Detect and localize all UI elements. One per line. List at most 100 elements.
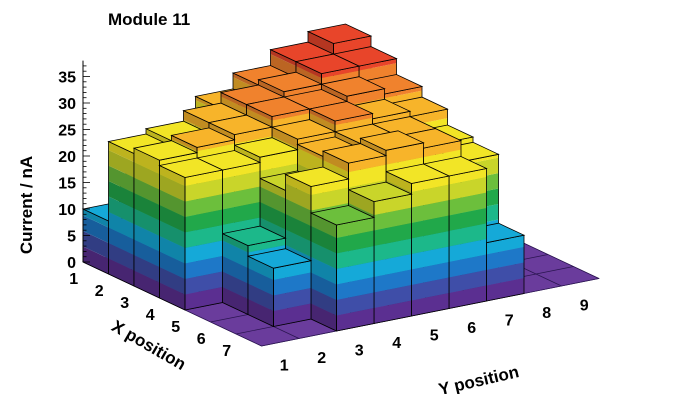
bar-front-band	[273, 288, 311, 311]
bar	[309, 205, 376, 332]
bar-side-band	[134, 208, 160, 236]
bar-front-band	[311, 179, 349, 196]
bar-front-band	[449, 177, 487, 201]
bar-side-band	[134, 239, 160, 267]
bar-front-band	[273, 260, 311, 280]
bar-side-band	[108, 212, 134, 240]
bar-front-band	[411, 184, 449, 208]
z-tick-label: 0	[67, 255, 76, 272]
bar-side-band	[83, 231, 109, 259]
bar-front-band	[374, 285, 412, 308]
bar-side-band	[311, 241, 337, 269]
y-tick-label: 5	[430, 327, 439, 344]
bar-front-band	[347, 88, 385, 106]
bar-top	[246, 248, 313, 269]
bar-top	[257, 71, 323, 93]
z-axis-label: Current / nA	[17, 156, 36, 254]
x-tick-label: 1	[69, 271, 78, 288]
bar-side-band	[134, 148, 160, 175]
bar-front-band	[411, 246, 449, 270]
bar-side-band	[108, 227, 134, 255]
bar-front-band	[222, 171, 260, 195]
bar-side-band	[108, 150, 134, 178]
bar-side-band	[183, 110, 209, 132]
bar-front-band	[411, 176, 449, 193]
bar-front-band	[411, 277, 449, 301]
bar-side-band	[108, 258, 134, 286]
bar-front-band	[222, 162, 260, 179]
bar-side-band	[323, 151, 349, 173]
bar-front-band	[234, 127, 272, 144]
bar-top	[309, 205, 376, 226]
bar-side-band	[83, 209, 109, 228]
z-tick-label: 15	[58, 176, 76, 193]
bar-front-band	[222, 202, 260, 225]
bar-front-band	[486, 247, 524, 270]
bar-front-band	[185, 178, 223, 202]
bar-side-band	[222, 240, 248, 268]
bar-side-band	[134, 162, 160, 190]
bar-front-band	[449, 254, 487, 278]
bar-side-band	[296, 61, 322, 79]
bar-front-band	[260, 149, 298, 172]
bar-side-band	[108, 243, 134, 271]
bar-front-band	[449, 208, 487, 231]
bar-front-band	[374, 238, 412, 262]
bar-side-band	[311, 288, 337, 316]
bar-side-band	[311, 272, 337, 300]
bar-top	[207, 114, 274, 136]
bar-side-band	[248, 256, 274, 280]
x-tick-label: 4	[146, 307, 155, 324]
bar	[158, 157, 224, 311]
bars	[81, 23, 526, 332]
bar-side-band	[285, 174, 311, 196]
bar-side-band	[159, 220, 185, 248]
bar-front-band	[197, 139, 235, 152]
bar-front-band	[336, 246, 374, 269]
bar-side-band	[348, 189, 374, 216]
bar-front-band	[411, 262, 449, 285]
z-tick-label: 35	[58, 70, 76, 87]
bar-side-band	[134, 193, 160, 221]
bar-top	[294, 53, 361, 75]
bar-front-band	[374, 194, 412, 216]
bar-side-band	[83, 246, 109, 274]
bar-side-band	[83, 215, 109, 243]
bar-side-band	[159, 236, 185, 264]
bar-front-band	[348, 164, 386, 188]
y-axis-ticks: 1 2 3 4 5 6 7 8 9	[280, 297, 589, 374]
bar-side-band	[272, 127, 298, 149]
bar-front-band	[374, 254, 412, 277]
bar-side-band	[134, 177, 160, 205]
bar-top	[284, 166, 350, 187]
bar-side-band	[248, 268, 274, 296]
bar-front-band	[449, 168, 487, 185]
bar-front-band	[185, 240, 223, 264]
bar-front-band	[411, 200, 449, 223]
bar	[347, 181, 413, 325]
x-tick-label: 5	[171, 319, 180, 336]
bar-front-band	[185, 194, 223, 217]
bar-top	[306, 23, 373, 44]
y-tick-label: 2	[317, 350, 326, 367]
bar-side-band	[108, 165, 134, 193]
bar-front-band	[185, 225, 223, 248]
bar-front-band	[423, 140, 461, 158]
bar-front-band	[222, 186, 260, 210]
bar-front-band	[272, 109, 310, 121]
bar-front-band	[335, 113, 373, 126]
bar-side-band	[246, 104, 272, 121]
bar-top	[320, 76, 386, 97]
bar-front-band	[359, 58, 397, 71]
bar-side-band	[285, 183, 311, 211]
x-tick-label: 2	[95, 283, 104, 300]
bar-front-band	[374, 269, 412, 293]
bar-side-band	[260, 178, 286, 199]
bar	[246, 248, 313, 328]
bar-side-band	[309, 109, 335, 126]
bar-side-band	[248, 299, 274, 327]
bar-front-band	[374, 223, 412, 246]
bar-side-band	[159, 165, 185, 187]
bar-front-band	[336, 230, 374, 254]
